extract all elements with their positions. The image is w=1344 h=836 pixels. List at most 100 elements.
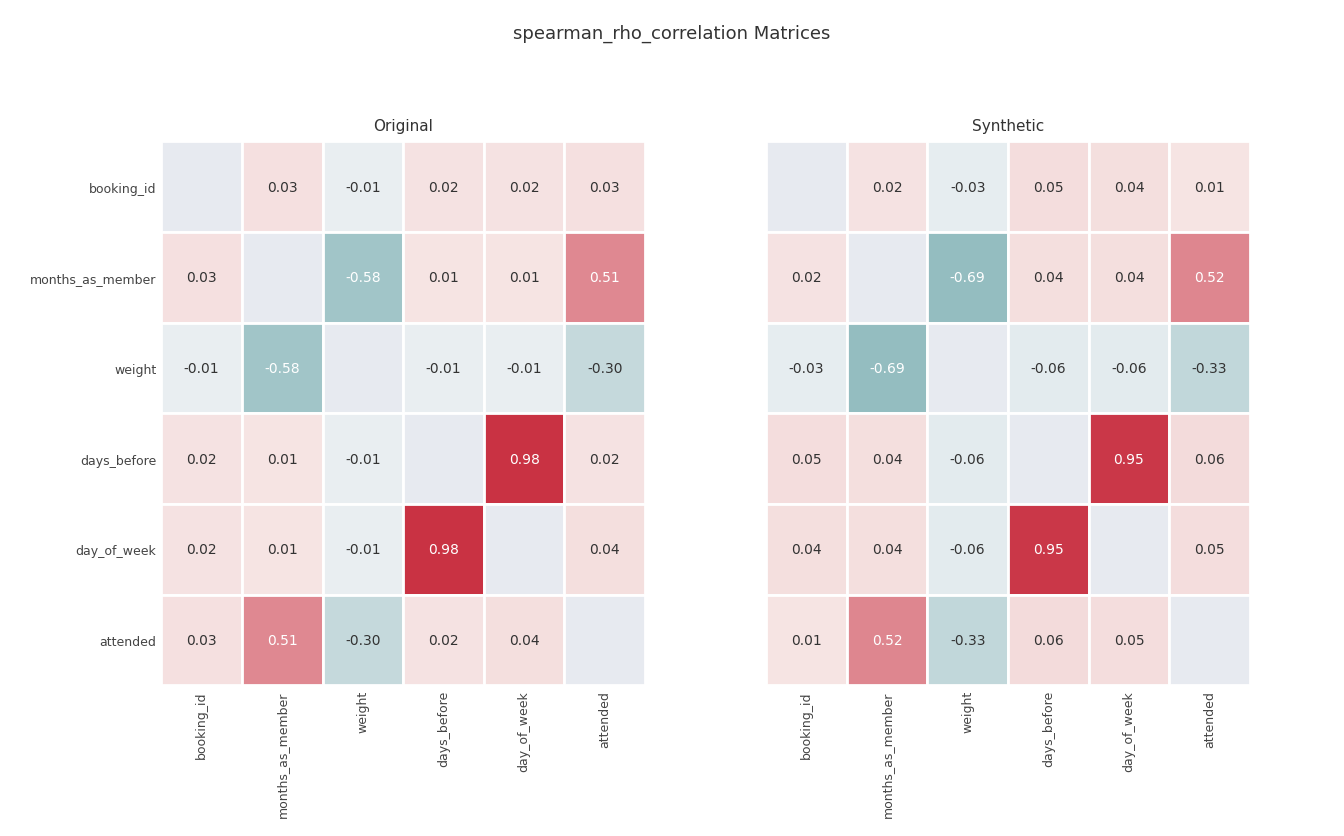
Bar: [161, 504, 242, 595]
Bar: [403, 504, 484, 595]
Bar: [564, 504, 645, 595]
Title: Synthetic: Synthetic: [972, 119, 1044, 134]
Bar: [484, 232, 564, 324]
Bar: [1089, 324, 1169, 414]
Bar: [927, 142, 1008, 232]
Bar: [484, 504, 564, 595]
Text: -0.03: -0.03: [789, 361, 824, 375]
Bar: [161, 232, 242, 324]
Text: 0.98: 0.98: [509, 452, 539, 466]
Bar: [242, 504, 323, 595]
Text: -0.06: -0.06: [1111, 361, 1146, 375]
Bar: [161, 414, 242, 504]
Text: 0.02: 0.02: [187, 452, 216, 466]
Text: 0.04: 0.04: [1034, 271, 1063, 285]
Text: 0.52: 0.52: [872, 633, 902, 647]
Text: 0.05: 0.05: [1114, 633, 1144, 647]
Text: -0.01: -0.01: [426, 361, 461, 375]
Bar: [161, 324, 242, 414]
Text: -0.01: -0.01: [345, 452, 380, 466]
Text: 0.01: 0.01: [267, 452, 297, 466]
Text: -0.69: -0.69: [950, 271, 985, 285]
Bar: [1169, 324, 1250, 414]
Text: 0.03: 0.03: [267, 181, 297, 195]
Bar: [766, 414, 847, 504]
Text: 0.05: 0.05: [1034, 181, 1063, 195]
Text: -0.01: -0.01: [345, 181, 380, 195]
Text: 0.02: 0.02: [429, 181, 458, 195]
Text: -0.06: -0.06: [950, 452, 985, 466]
Bar: [484, 414, 564, 504]
Text: 0.01: 0.01: [267, 543, 297, 557]
Bar: [927, 595, 1008, 686]
Bar: [766, 142, 847, 232]
Text: -0.69: -0.69: [870, 361, 905, 375]
Bar: [766, 504, 847, 595]
Bar: [323, 414, 403, 504]
Bar: [323, 504, 403, 595]
Text: 0.04: 0.04: [792, 543, 821, 557]
Bar: [1169, 142, 1250, 232]
Bar: [1008, 232, 1089, 324]
Bar: [403, 142, 484, 232]
Bar: [1008, 414, 1089, 504]
Bar: [1089, 142, 1169, 232]
Text: 0.04: 0.04: [590, 543, 620, 557]
Text: 0.04: 0.04: [872, 543, 902, 557]
Bar: [323, 324, 403, 414]
Text: 0.04: 0.04: [1114, 271, 1144, 285]
Bar: [403, 324, 484, 414]
Bar: [484, 595, 564, 686]
Bar: [484, 142, 564, 232]
Bar: [242, 595, 323, 686]
Text: -0.33: -0.33: [950, 633, 985, 647]
Bar: [242, 414, 323, 504]
Bar: [1008, 324, 1089, 414]
Text: 0.05: 0.05: [1195, 543, 1224, 557]
Bar: [1089, 414, 1169, 504]
Text: 0.04: 0.04: [509, 633, 539, 647]
Bar: [1169, 232, 1250, 324]
Bar: [403, 595, 484, 686]
Bar: [1089, 232, 1169, 324]
Text: 0.02: 0.02: [509, 181, 539, 195]
Bar: [847, 414, 927, 504]
Bar: [1169, 504, 1250, 595]
Bar: [927, 324, 1008, 414]
Text: -0.01: -0.01: [184, 361, 219, 375]
Text: 0.01: 0.01: [429, 271, 458, 285]
Text: 0.05: 0.05: [792, 452, 821, 466]
Bar: [1169, 595, 1250, 686]
Text: -0.06: -0.06: [1031, 361, 1066, 375]
Bar: [564, 232, 645, 324]
Bar: [161, 595, 242, 686]
Text: 0.51: 0.51: [590, 271, 620, 285]
Bar: [403, 414, 484, 504]
Bar: [927, 504, 1008, 595]
Text: 0.02: 0.02: [872, 181, 902, 195]
Text: 0.01: 0.01: [509, 271, 539, 285]
Bar: [847, 595, 927, 686]
Bar: [766, 232, 847, 324]
Bar: [1008, 595, 1089, 686]
Text: 0.06: 0.06: [1034, 633, 1063, 647]
Bar: [242, 324, 323, 414]
Text: -0.01: -0.01: [345, 543, 380, 557]
Bar: [484, 324, 564, 414]
Text: 0.02: 0.02: [429, 633, 458, 647]
Bar: [847, 504, 927, 595]
Text: -0.58: -0.58: [345, 271, 380, 285]
Bar: [564, 414, 645, 504]
Text: 0.03: 0.03: [187, 633, 216, 647]
Bar: [1169, 414, 1250, 504]
Bar: [403, 232, 484, 324]
Bar: [847, 324, 927, 414]
Bar: [242, 232, 323, 324]
Text: 0.04: 0.04: [872, 452, 902, 466]
Text: -0.30: -0.30: [587, 361, 622, 375]
Bar: [1089, 504, 1169, 595]
Text: 0.98: 0.98: [429, 543, 458, 557]
Bar: [927, 232, 1008, 324]
Bar: [847, 142, 927, 232]
Bar: [564, 142, 645, 232]
